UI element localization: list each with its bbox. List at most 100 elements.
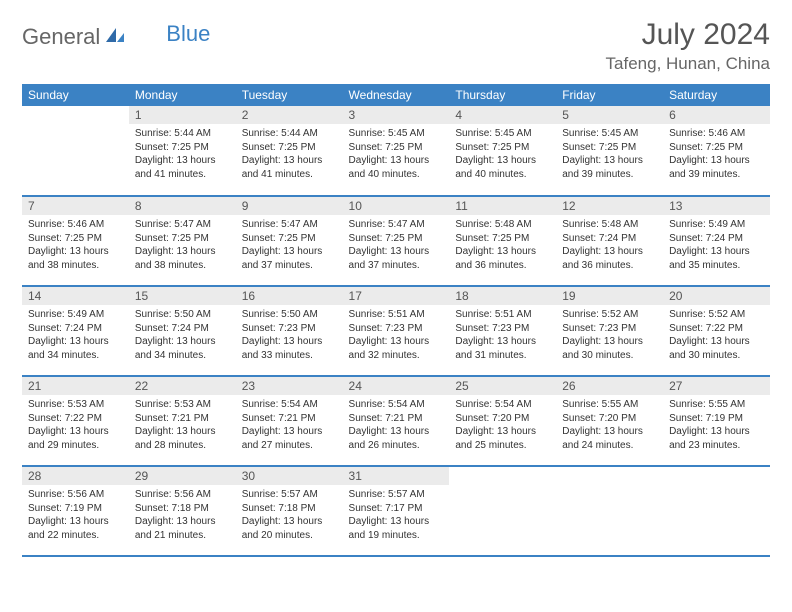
day-content: Sunrise: 5:57 AMSunset: 7:17 PMDaylight:… [343,485,450,547]
calendar-cell: 4Sunrise: 5:45 AMSunset: 7:25 PMDaylight… [449,106,556,196]
day-content: Sunrise: 5:48 AMSunset: 7:24 PMDaylight:… [556,215,663,277]
calendar-cell: 20Sunrise: 5:52 AMSunset: 7:22 PMDayligh… [663,286,770,376]
calendar-cell: 25Sunrise: 5:54 AMSunset: 7:20 PMDayligh… [449,376,556,466]
day-number: 16 [236,287,343,305]
day-content: Sunrise: 5:48 AMSunset: 7:25 PMDaylight:… [449,215,556,277]
calendar-cell: 8Sunrise: 5:47 AMSunset: 7:25 PMDaylight… [129,196,236,286]
day-number: 3 [343,106,450,124]
calendar-cell: 15Sunrise: 5:50 AMSunset: 7:24 PMDayligh… [129,286,236,376]
weekday-header: Monday [129,84,236,106]
logo: General Blue [22,24,210,50]
calendar-cell: 10Sunrise: 5:47 AMSunset: 7:25 PMDayligh… [343,196,450,286]
calendar-cell: 19Sunrise: 5:52 AMSunset: 7:23 PMDayligh… [556,286,663,376]
day-content: Sunrise: 5:54 AMSunset: 7:21 PMDaylight:… [343,395,450,457]
calendar-body: 1Sunrise: 5:44 AMSunset: 7:25 PMDaylight… [22,106,770,556]
day-number-empty [663,467,770,485]
day-number: 26 [556,377,663,395]
calendar-cell: 7Sunrise: 5:46 AMSunset: 7:25 PMDaylight… [22,196,129,286]
weekday-header: Friday [556,84,663,106]
day-number: 17 [343,287,450,305]
logo-text-2: Blue [166,21,210,47]
day-number: 13 [663,197,770,215]
day-number: 31 [343,467,450,485]
calendar-cell: 6Sunrise: 5:46 AMSunset: 7:25 PMDaylight… [663,106,770,196]
calendar-cell: 2Sunrise: 5:44 AMSunset: 7:25 PMDaylight… [236,106,343,196]
calendar-cell: 24Sunrise: 5:54 AMSunset: 7:21 PMDayligh… [343,376,450,466]
day-content: Sunrise: 5:45 AMSunset: 7:25 PMDaylight:… [449,124,556,186]
title-area: July 2024 Tafeng, Hunan, China [606,18,770,74]
weekday-header: Thursday [449,84,556,106]
day-content: Sunrise: 5:52 AMSunset: 7:23 PMDaylight:… [556,305,663,367]
calendar-cell: 26Sunrise: 5:55 AMSunset: 7:20 PMDayligh… [556,376,663,466]
day-number: 11 [449,197,556,215]
day-content: Sunrise: 5:54 AMSunset: 7:21 PMDaylight:… [236,395,343,457]
day-number: 24 [343,377,450,395]
calendar-cell [449,466,556,556]
day-number: 22 [129,377,236,395]
calendar-cell: 30Sunrise: 5:57 AMSunset: 7:18 PMDayligh… [236,466,343,556]
day-number: 4 [449,106,556,124]
day-content: Sunrise: 5:46 AMSunset: 7:25 PMDaylight:… [22,215,129,277]
calendar-table: SundayMondayTuesdayWednesdayThursdayFrid… [22,84,770,557]
day-content: Sunrise: 5:52 AMSunset: 7:22 PMDaylight:… [663,305,770,367]
day-number: 1 [129,106,236,124]
calendar-cell: 5Sunrise: 5:45 AMSunset: 7:25 PMDaylight… [556,106,663,196]
day-number: 25 [449,377,556,395]
weekday-header: Wednesday [343,84,450,106]
day-number: 5 [556,106,663,124]
day-content: Sunrise: 5:55 AMSunset: 7:19 PMDaylight:… [663,395,770,457]
weekday-header-row: SundayMondayTuesdayWednesdayThursdayFrid… [22,84,770,106]
day-number: 29 [129,467,236,485]
weekday-header: Tuesday [236,84,343,106]
day-content: Sunrise: 5:53 AMSunset: 7:22 PMDaylight:… [22,395,129,457]
location-text: Tafeng, Hunan, China [606,54,770,74]
day-number: 14 [22,287,129,305]
calendar-cell: 27Sunrise: 5:55 AMSunset: 7:19 PMDayligh… [663,376,770,466]
calendar-cell [556,466,663,556]
logo-text-1: General [22,24,100,50]
day-content: Sunrise: 5:51 AMSunset: 7:23 PMDaylight:… [343,305,450,367]
calendar-cell: 28Sunrise: 5:56 AMSunset: 7:19 PMDayligh… [22,466,129,556]
day-content: Sunrise: 5:56 AMSunset: 7:18 PMDaylight:… [129,485,236,547]
day-content: Sunrise: 5:49 AMSunset: 7:24 PMDaylight:… [22,305,129,367]
calendar-cell: 1Sunrise: 5:44 AMSunset: 7:25 PMDaylight… [129,106,236,196]
calendar-cell: 29Sunrise: 5:56 AMSunset: 7:18 PMDayligh… [129,466,236,556]
calendar-cell: 18Sunrise: 5:51 AMSunset: 7:23 PMDayligh… [449,286,556,376]
day-number: 19 [556,287,663,305]
logo-sail-icon [104,26,126,49]
day-content: Sunrise: 5:44 AMSunset: 7:25 PMDaylight:… [236,124,343,186]
calendar-week-row: 1Sunrise: 5:44 AMSunset: 7:25 PMDaylight… [22,106,770,196]
weekday-header: Saturday [663,84,770,106]
day-number: 7 [22,197,129,215]
day-content: Sunrise: 5:51 AMSunset: 7:23 PMDaylight:… [449,305,556,367]
calendar-week-row: 14Sunrise: 5:49 AMSunset: 7:24 PMDayligh… [22,286,770,376]
day-number-empty [22,106,129,124]
day-content: Sunrise: 5:56 AMSunset: 7:19 PMDaylight:… [22,485,129,547]
day-number: 12 [556,197,663,215]
day-number: 21 [22,377,129,395]
calendar-cell: 21Sunrise: 5:53 AMSunset: 7:22 PMDayligh… [22,376,129,466]
calendar-week-row: 7Sunrise: 5:46 AMSunset: 7:25 PMDaylight… [22,196,770,286]
day-number: 30 [236,467,343,485]
day-number: 18 [449,287,556,305]
calendar-cell: 17Sunrise: 5:51 AMSunset: 7:23 PMDayligh… [343,286,450,376]
calendar-cell [22,106,129,196]
calendar-cell: 3Sunrise: 5:45 AMSunset: 7:25 PMDaylight… [343,106,450,196]
day-number: 10 [343,197,450,215]
day-content: Sunrise: 5:46 AMSunset: 7:25 PMDaylight:… [663,124,770,186]
calendar-cell: 12Sunrise: 5:48 AMSunset: 7:24 PMDayligh… [556,196,663,286]
day-content: Sunrise: 5:45 AMSunset: 7:25 PMDaylight:… [556,124,663,186]
day-content: Sunrise: 5:47 AMSunset: 7:25 PMDaylight:… [236,215,343,277]
calendar-cell [663,466,770,556]
calendar-cell: 13Sunrise: 5:49 AMSunset: 7:24 PMDayligh… [663,196,770,286]
day-number: 15 [129,287,236,305]
day-content: Sunrise: 5:50 AMSunset: 7:23 PMDaylight:… [236,305,343,367]
day-content: Sunrise: 5:49 AMSunset: 7:24 PMDaylight:… [663,215,770,277]
day-number-empty [449,467,556,485]
day-content: Sunrise: 5:53 AMSunset: 7:21 PMDaylight:… [129,395,236,457]
day-content: Sunrise: 5:57 AMSunset: 7:18 PMDaylight:… [236,485,343,547]
day-content: Sunrise: 5:54 AMSunset: 7:20 PMDaylight:… [449,395,556,457]
calendar-cell: 22Sunrise: 5:53 AMSunset: 7:21 PMDayligh… [129,376,236,466]
month-title: July 2024 [606,18,770,52]
day-number-empty [556,467,663,485]
